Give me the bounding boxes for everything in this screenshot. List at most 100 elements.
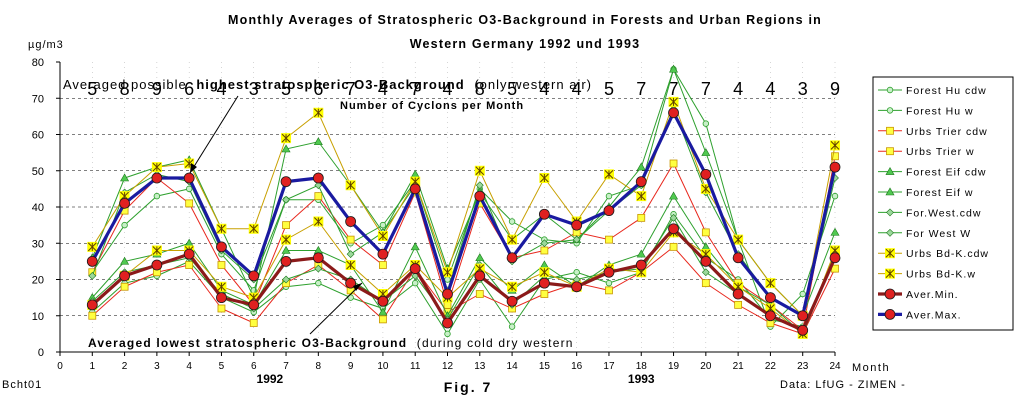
data-point [572,235,581,244]
data-point-star [217,282,226,292]
data-point [573,269,580,276]
data-point [799,290,806,298]
cyclone-count: 3 [798,79,808,99]
data-point [886,228,894,237]
data-point [409,263,421,275]
legend-label: Urbs Trier cdw [906,126,988,138]
data-point [538,277,550,289]
x-axis-ticks: 0 1 2 3 4 5 6 7 8 9 10 11 12 13 14 15 16 17 18 19 20 21 22 23 24 [57,352,841,372]
data-point [346,235,355,244]
data-point [185,185,193,193]
data-point [538,208,550,220]
x-tick-label: 18 [636,361,648,372]
x-tick-label: 5 [219,361,225,372]
data-point-star [701,184,711,194]
data-point [475,253,485,262]
cyclone-count: 3 [249,79,259,99]
x-tick-label: 1 [90,361,96,372]
data-point [734,300,743,309]
data-point [88,271,97,280]
data-point [151,259,163,271]
x-tick-label: 15 [539,361,551,372]
cyclone-count: 4 [539,79,549,99]
data-point [185,261,194,269]
data-point [248,299,260,311]
y-tick-label: 70 [32,93,44,105]
x-tick-label: 2 [122,361,128,372]
cyclone-count: 4 [572,79,582,99]
data-point [506,252,518,264]
data-point-star [313,217,323,226]
footer-left: Bcht01 [2,379,42,391]
data-point [314,264,323,273]
data-point [700,255,712,267]
x-tick-label: 7 [283,361,289,372]
data-point [312,172,324,184]
data-point [603,266,615,278]
data-point [410,242,420,251]
legend-label: Urbs Bd-K.cdw [906,248,989,260]
cyclone-count: 7 [410,79,420,99]
cyclone-count: 8 [475,79,485,99]
data-point [636,249,646,258]
data-point [797,324,809,336]
data-point [830,227,840,236]
x-tick-label: 4 [186,361,192,372]
data-point [412,279,419,287]
x-tick-label: 21 [733,361,745,372]
data-point [120,282,129,291]
cyclone-count: 5 [507,79,517,99]
cyclone-count: 4 [216,79,226,99]
data-point [474,190,486,202]
data-point [886,126,894,135]
data-series [86,64,841,339]
data-point [701,148,711,156]
legend-label: Aver.Min. [906,289,959,301]
legend-label: Urbs Trier w [906,146,975,158]
x-tick-label: 6 [251,361,257,372]
y-tick-label: 10 [32,311,44,323]
cyclone-count: 7 [636,79,646,99]
cyclone-count: 9 [152,79,162,99]
legend-label: Forest Eif cdw [906,167,987,179]
data-point [442,288,453,300]
data-point-star [217,224,226,234]
y-tick-label: 50 [32,166,44,178]
x-tick-label: 23 [797,361,809,372]
data-point [635,259,647,271]
data-point-star [281,133,291,143]
data-point-star [669,97,678,107]
data-point [636,162,646,171]
data-point [540,239,549,248]
data-point [86,255,98,267]
x-tick-label: 11 [410,361,421,372]
cyclone-count: 5 [281,79,291,99]
series-line [90,109,837,319]
data-point [379,221,387,229]
data-point [346,250,355,259]
data-point [886,208,894,217]
data-point [313,137,323,146]
cyclone-count: 7 [346,79,356,99]
data-point-star [281,235,291,244]
data-point [151,172,163,184]
series-line [91,195,836,335]
annotation-highest: Averaged possible highest stratospheric … [63,77,592,92]
data-point [280,255,292,267]
data-point-star [766,278,775,288]
data-point [345,277,357,289]
cyclone-counts: 5 8 9 6 4 3 5 6 7 4 7 4 8 5 4 4 5 7 7 7 4 4 3 9 [87,79,840,99]
data-point [280,176,292,188]
data-point-star [507,282,517,292]
data-point [119,270,130,282]
data-point [540,290,549,298]
data-point [669,64,679,73]
data-point [377,295,389,307]
annotation-highest-arrowhead [190,163,197,173]
data-point [377,248,389,260]
data-point [379,315,387,324]
data-point [540,246,549,255]
data-point [701,268,710,277]
data-point [282,275,290,284]
data-point [183,172,195,184]
